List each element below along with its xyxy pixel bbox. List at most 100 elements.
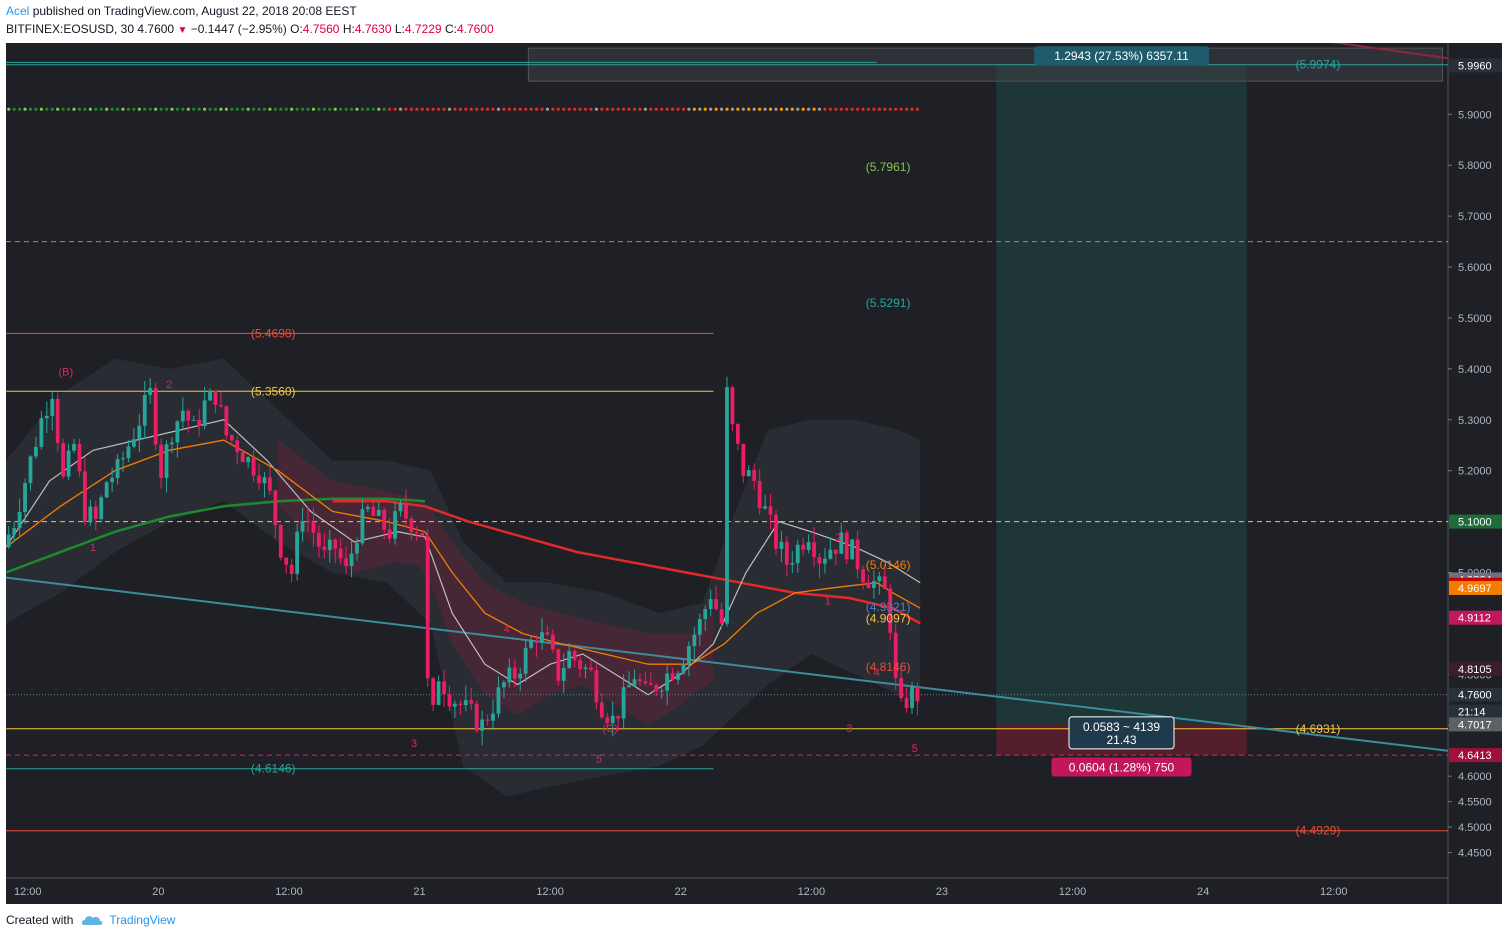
signal-dot [377, 107, 381, 111]
candle-body [872, 581, 876, 588]
signal-dot [56, 107, 60, 111]
signal-dot [110, 107, 114, 111]
signal-dot [545, 107, 550, 111]
candle-body [436, 681, 441, 705]
signal-dot [34, 107, 38, 111]
signal-dot [295, 107, 299, 111]
time-axis[interactable]: 12:00 20 12:00 21 12:00 22 12:00 23 12:00 24 12:00 [14, 886, 1347, 898]
signal-dot [121, 107, 125, 111]
price-badge-text: 4.6413 [1458, 750, 1492, 762]
signal-dot [714, 107, 718, 111]
price-tick-label: 4.4500 [1458, 848, 1492, 860]
signal-dot [333, 107, 337, 111]
signal-dot [409, 107, 413, 111]
price-badge-text: 4.7600 [1458, 690, 1492, 702]
candle-body [572, 651, 577, 661]
time-tick-label: 12:00 [798, 886, 826, 898]
signal-dot [600, 107, 604, 111]
candle-body [833, 549, 838, 554]
signal-dot [371, 107, 375, 111]
signal-dot [398, 107, 403, 111]
price-tick-label: 5.2000 [1458, 466, 1492, 478]
price-badge-text: 4.8105 [1458, 664, 1492, 676]
position-target-zone[interactable] [996, 64, 1247, 725]
price-axis[interactable]: 4.45004.50004.55004.60004.70004.80005.00… [1448, 58, 1502, 860]
signal-dot [692, 107, 696, 111]
price-tick-label: 4.5500 [1458, 797, 1492, 809]
candle-body [866, 582, 871, 588]
signal-dot [687, 107, 691, 111]
signal-dot [192, 107, 196, 111]
signal-dot [268, 107, 272, 111]
tradingview-brand-link[interactable]: TradingView [109, 913, 176, 927]
candle-body [670, 673, 675, 680]
candle-body [752, 470, 757, 481]
candle-body [469, 700, 474, 704]
signal-dot [273, 107, 277, 111]
price-badge [1449, 58, 1502, 73]
candle-body [409, 518, 414, 533]
signal-dot [39, 107, 43, 111]
candle-body [327, 539, 332, 550]
signal-dot [839, 107, 843, 111]
candle-body [697, 619, 702, 635]
level-label: (4.9321) [866, 600, 911, 614]
symbol-line: BITFINEX:EOSUSD, 30 4.7600 ▼ −0.1447 (−2… [6, 22, 494, 36]
level-label: (4.6931) [1296, 722, 1341, 736]
candle-body [899, 677, 904, 699]
signal-dot [7, 107, 11, 111]
candle-body [235, 440, 240, 453]
signal-dot [23, 107, 27, 111]
signal-dot [709, 107, 713, 111]
wave-label: 1 [90, 542, 96, 554]
bollinger-band-area [6, 358, 921, 797]
candle-body [681, 663, 686, 674]
symbol-name: BITFINEX:EOSUSD, 30 [6, 22, 135, 36]
candle-body [316, 532, 321, 547]
price-badge [1449, 610, 1502, 625]
signal-dot [904, 107, 909, 111]
signal-dot [170, 107, 174, 111]
candle-body [638, 679, 642, 682]
low-label: L: [394, 22, 405, 36]
wave-label: (C) [602, 723, 617, 735]
level-label: (5.0146) [866, 558, 911, 572]
signal-dot [529, 107, 533, 111]
candle-body [278, 525, 283, 558]
signal-dot [736, 107, 740, 111]
signal-dot [230, 107, 234, 111]
high-label: H: [342, 22, 355, 36]
candle-body [398, 503, 403, 512]
signal-dot [181, 107, 185, 111]
signal-dot [94, 107, 98, 111]
signal-dots-layer [7, 107, 920, 111]
candle-body [915, 687, 920, 702]
candle-body [578, 660, 582, 670]
signal-dot [616, 107, 620, 111]
signal-dot [665, 107, 669, 111]
descending-trendline[interactable] [6, 576, 1449, 752]
position-target-label-text: 1.2943 (27.53%) 6357.11 [1054, 49, 1189, 63]
ma-white [6, 419, 921, 696]
ema-orange [6, 439, 921, 665]
candle-body [170, 442, 174, 445]
signal-dot [632, 107, 637, 111]
price-tick-label: 4.5000 [1458, 822, 1492, 834]
signal-dot [774, 107, 778, 111]
ema-red [332, 499, 921, 625]
position-info-label-box [1068, 716, 1175, 750]
time-tick-label: 12:00 [275, 886, 303, 898]
candle-body [594, 670, 599, 703]
signal-dot [186, 107, 190, 111]
level-label: (5.7961) [866, 160, 911, 174]
signal-dot [725, 107, 729, 111]
wave-label: 4 [504, 624, 510, 636]
author-link[interactable]: Acel [6, 4, 30, 18]
price-chart[interactable]: (5.4698) (5.3560) (4.6146) (5.7961) (5.5291)… [6, 43, 1502, 904]
candle-body [888, 588, 893, 633]
signal-dot [578, 107, 582, 111]
candle-body [545, 632, 550, 635]
signal-dot [807, 107, 811, 111]
candle-body [795, 544, 800, 564]
candle-body [806, 542, 811, 550]
